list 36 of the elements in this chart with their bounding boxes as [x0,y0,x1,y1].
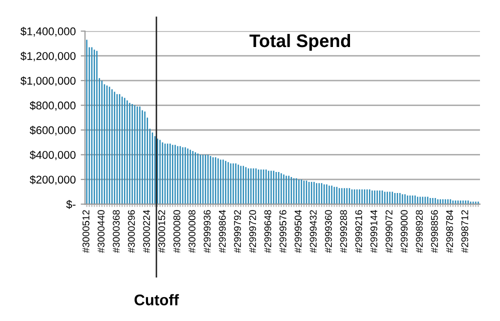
text: Cutoff [134,294,179,306]
x-tick-label: #3000080 [173,210,180,253]
y-tick-label: $- [66,200,76,209]
y-tick-label: $400,000 [30,150,76,160]
y-tick-label: $800,000 [30,101,76,111]
x-tick-label: #2999000 [400,210,408,253]
x-tick-label: #2999360 [324,210,332,253]
x-tick-label: #2999576 [279,210,286,253]
x-tick-label: #2999072 [386,210,392,253]
x-tick-label: #2998712 [461,210,468,253]
x-tick-label: #3000368 [112,210,120,253]
x-tick-label: #2999504 [294,210,302,253]
x-tick-label: #2999720 [249,210,256,253]
x-tick-label: #2999432 [310,210,317,253]
x-tick-label: #3000296 [128,210,135,253]
x-tick-label: #3000224 [143,210,150,253]
x-tick-label: #2999864 [218,210,226,253]
y-tick-label: $1,400,000 [20,26,76,37]
chart-title: Total Spend [249,34,350,51]
x-tick-label: #2999288 [340,210,347,253]
x-tick-label: #2999144 [370,210,378,253]
y-tick-label: $1,200,000 [20,52,76,62]
x-tick-label: #3000512 [82,210,90,253]
y-tick-label: $1,000,000 [20,76,76,86]
x-tick-label: #2999936 [204,210,211,253]
y-tick-label: $600,000 [30,126,76,136]
x-tick-label: #3000152 [158,210,166,253]
x-tick-label: #2998784 [446,210,454,253]
x-tick-label: #3000008 [188,210,196,253]
x-tick-label: #3000440 [98,210,105,253]
x-tick-label: #2999216 [355,210,362,253]
x-tick-label: #2999792 [234,210,241,253]
x-tick-label: #2998856 [431,210,438,253]
y-tick-label: $200,000 [30,175,76,185]
x-tick-label: #2999648 [264,210,272,253]
x-tick-label: #2998928 [416,210,423,253]
